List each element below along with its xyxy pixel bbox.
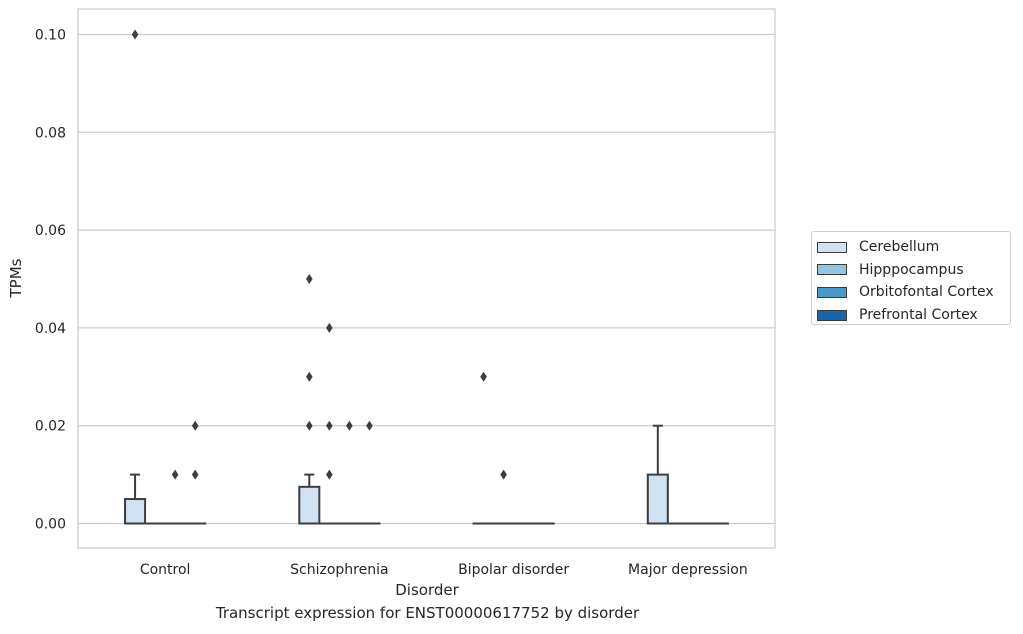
x-tick-label: Schizophrenia (290, 562, 388, 578)
plot-frame (77, 8, 776, 549)
outlier-point (346, 420, 353, 431)
box-group (472, 371, 495, 525)
y-tick-label: 0.10 (35, 28, 66, 44)
box-group (338, 420, 361, 525)
y-tick-label: 0.02 (35, 419, 66, 435)
outlier-point (326, 322, 333, 333)
x-tick-label: Control (140, 562, 191, 578)
box-group (184, 420, 207, 525)
legend-swatch-cerebellum (817, 241, 847, 253)
box-group (164, 469, 187, 525)
box-group (492, 469, 515, 525)
outlier-point (326, 420, 333, 431)
legend-swatch-prefrontal-cortex (817, 309, 847, 321)
outlier-point (500, 469, 507, 480)
legend-item-prefrontal-cortex[interactable]: Prefrontal Cortex (817, 304, 1010, 327)
box (646, 473, 669, 525)
box-group (358, 420, 381, 525)
box-group (124, 29, 147, 525)
outlier-point (191, 469, 199, 480)
legend-swatch-hippocampus (817, 264, 847, 276)
legend-label-hippocampus: Hipppocampus (859, 261, 964, 278)
box-group (298, 274, 321, 525)
outlier-point (306, 420, 313, 431)
y-tick-label: 0.04 (35, 321, 66, 337)
box-group (646, 424, 669, 525)
legend-label-prefrontal-cortex: Prefrontal Cortex (859, 307, 978, 324)
legend-label-cerebellum: Cerebellum (859, 239, 940, 256)
legend: Cerebellum Hipppocampus Orbitofontal Cor… (811, 231, 1011, 325)
outlier-point (480, 371, 487, 382)
x-tick-label: Bipolar disorder (458, 562, 569, 578)
outlier-point (131, 29, 139, 40)
y-axis-label: TPMs (7, 258, 25, 298)
outlier-point (306, 274, 313, 284)
legend-swatch-orbitofrontal-cortex (817, 286, 847, 298)
legend-item-hippocampus[interactable]: Hipppocampus (817, 259, 1010, 282)
chart-title: Transcript expression for ENST0000061775… (215, 604, 640, 622)
legend-label-orbitofrontal-cortex: Orbitofontal Cortex (859, 284, 994, 301)
y-tick-label: 0.06 (35, 223, 66, 239)
box (124, 498, 147, 525)
box (298, 485, 321, 525)
legend-item-orbitofrontal-cortex[interactable]: Orbitofontal Cortex (817, 281, 1010, 304)
outlier-point (306, 371, 313, 382)
y-tick-label: 0.00 (35, 517, 66, 533)
outlier-point (326, 469, 333, 480)
outlier-point (366, 420, 373, 431)
y-tick-label: 0.08 (35, 125, 66, 141)
outlier-point (171, 469, 179, 480)
x-tick-label: Major depression (628, 562, 748, 578)
legend-item-cerebellum[interactable]: Cerebellum (817, 236, 1010, 259)
box-group (318, 322, 341, 525)
x-axis-label: Disorder (395, 581, 459, 599)
outlier-point (191, 420, 199, 431)
